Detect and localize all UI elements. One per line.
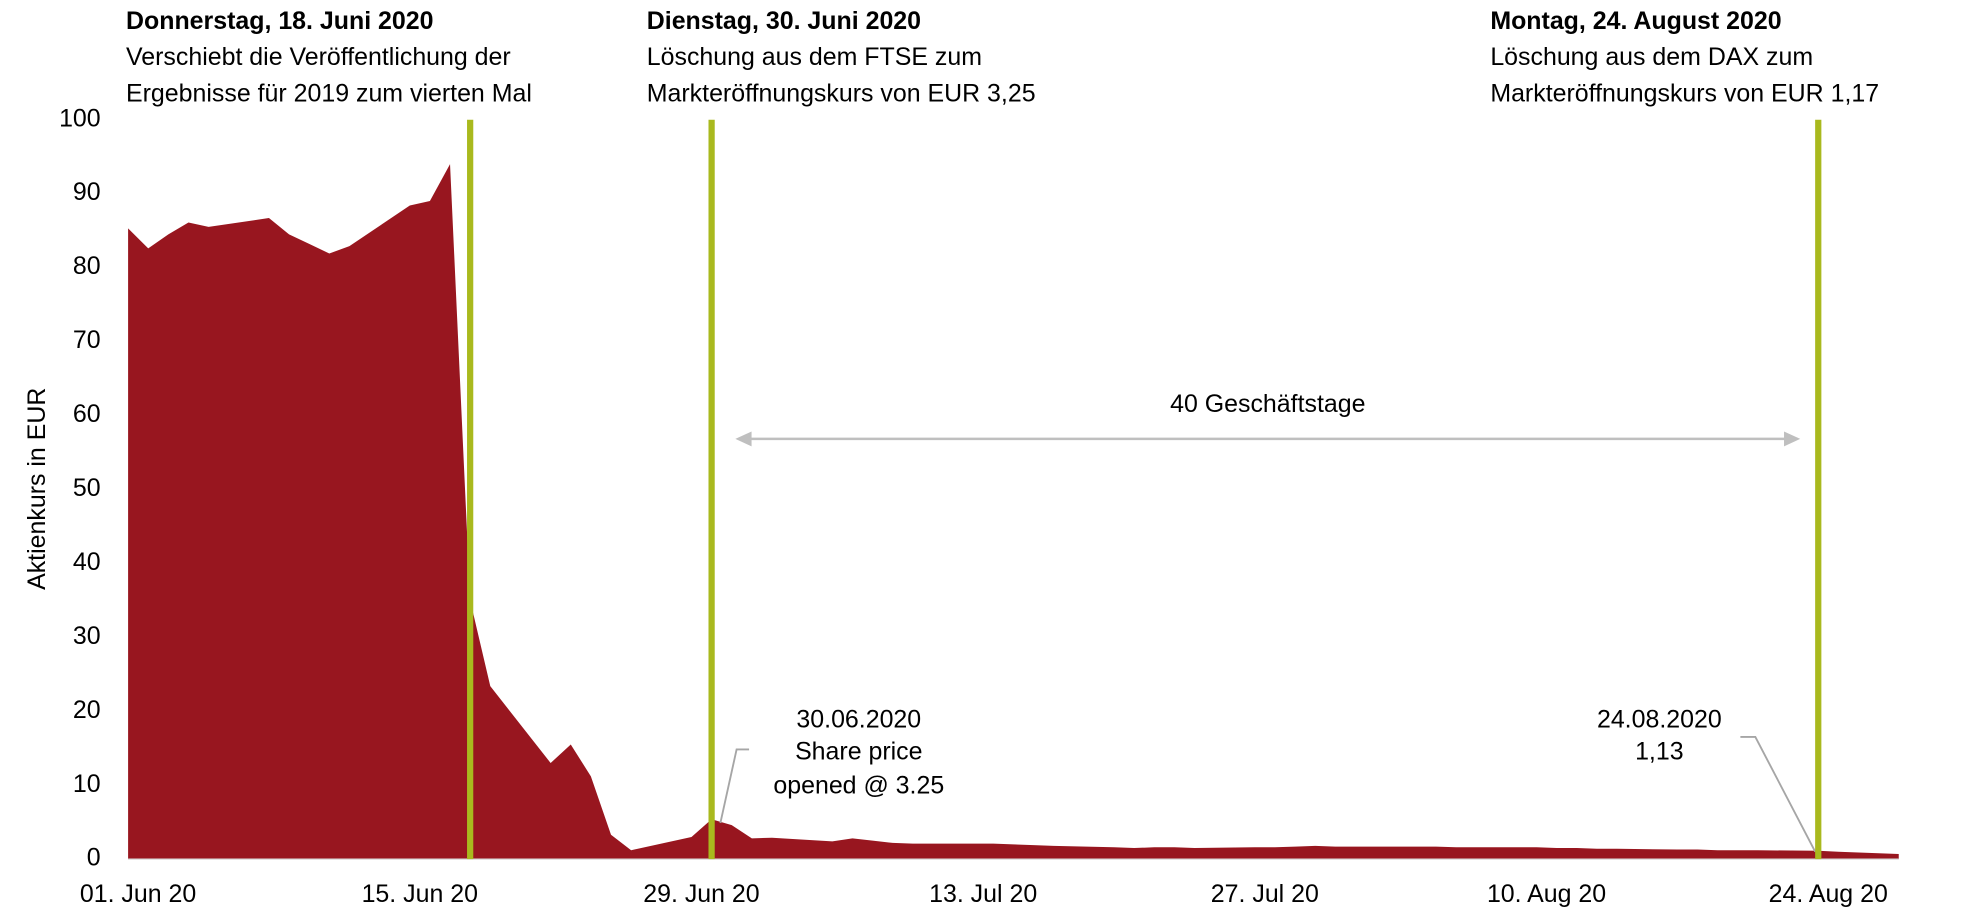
y-tick-label: 10 bbox=[73, 770, 101, 798]
span-label: 40 Geschäftstage bbox=[1170, 390, 1365, 418]
event-title: Montag, 24. August 2020 bbox=[1490, 7, 1781, 35]
x-tick-label: 27. Jul 20 bbox=[1211, 880, 1319, 908]
callout-text: opened @ 3.25 bbox=[773, 771, 944, 799]
callout-leader bbox=[1740, 736, 1817, 853]
event-text: Markteröffnungskurs von EUR 3,25 bbox=[647, 79, 1036, 107]
event-title: Donnerstag, 18. Juni 2020 bbox=[126, 7, 433, 35]
event-text: Markteröffnungskurs von EUR 1,17 bbox=[1490, 79, 1879, 107]
callout-text: 1,13 bbox=[1635, 738, 1684, 766]
event-text: Ergebnisse für 2019 zum vierten Mal bbox=[126, 79, 532, 107]
x-tick-label: 29. Jun 20 bbox=[643, 880, 759, 908]
callout-text: Share price bbox=[795, 738, 922, 766]
y-tick-label: 20 bbox=[73, 696, 101, 724]
x-tick-label: 24. Aug 20 bbox=[1769, 880, 1888, 908]
event-title: Dienstag, 30. Juni 2020 bbox=[647, 7, 921, 35]
area bbox=[128, 164, 1899, 860]
x-tick-label: 15. Jun 20 bbox=[362, 880, 478, 908]
x-tick-label: 10. Aug 20 bbox=[1487, 880, 1606, 908]
y-tick-label: 70 bbox=[73, 326, 101, 354]
callout-text: 24.08.2020 bbox=[1597, 705, 1722, 733]
y-tick-label: 40 bbox=[73, 548, 101, 576]
event-text: Löschung aus dem FTSE zum bbox=[647, 43, 982, 71]
callout-leader bbox=[719, 748, 750, 824]
span-arrow bbox=[735, 431, 1801, 447]
x-tick-label: 13. Jul 20 bbox=[929, 880, 1037, 908]
x-tick-label: 01. Jun 20 bbox=[80, 880, 196, 908]
y-tick-label: 50 bbox=[73, 474, 101, 502]
y-axis-label: Aktienkurs in EUR bbox=[23, 388, 51, 590]
event-text: Verschiebt die Veröffentlichung der bbox=[126, 43, 511, 71]
y-tick-label: 100 bbox=[59, 104, 101, 132]
event-text: Löschung aus dem DAX zum bbox=[1490, 43, 1813, 71]
y-tick-label: 60 bbox=[73, 400, 101, 428]
y-tick-label: 30 bbox=[73, 622, 101, 650]
callout-text: 30.06.2020 bbox=[796, 705, 921, 733]
y-tick-label: 90 bbox=[73, 178, 101, 206]
y-tick-label: 80 bbox=[73, 252, 101, 280]
y-tick-label: 0 bbox=[87, 844, 101, 872]
